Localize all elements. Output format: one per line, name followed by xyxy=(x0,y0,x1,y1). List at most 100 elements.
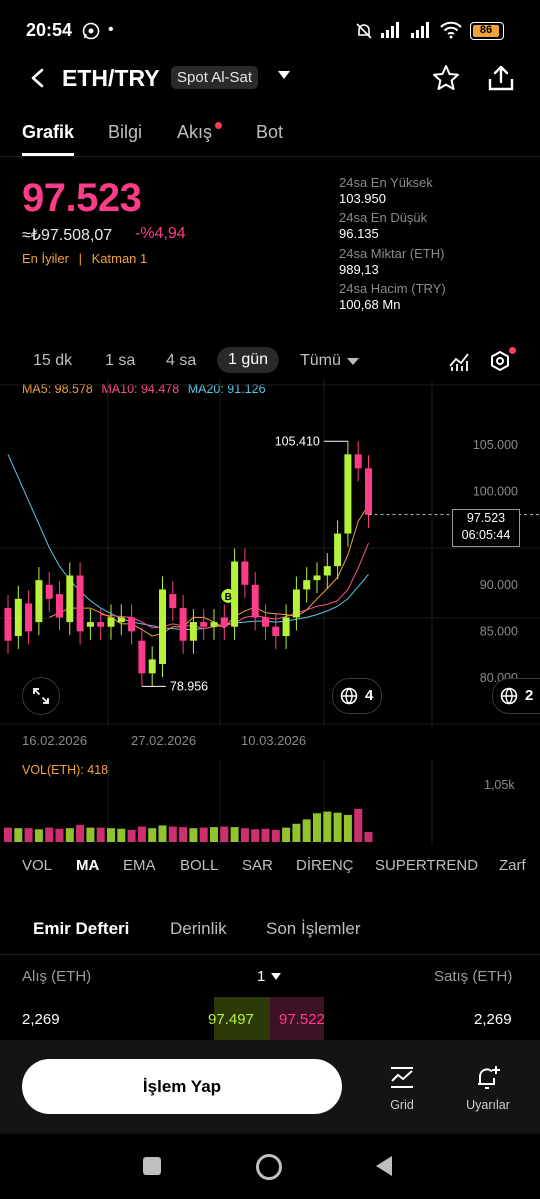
bid-qty[interactable]: 2,269 xyxy=(22,1011,60,1028)
candle-body xyxy=(313,575,321,581)
candle-body xyxy=(344,454,352,534)
tab-derinlik[interactable]: Derinlik xyxy=(170,919,227,938)
volume-bar xyxy=(179,827,188,842)
stat-low-label: 24sa En Düşük xyxy=(339,210,428,225)
ask-header: Satış (ETH) xyxy=(434,968,513,985)
battery-icon: 86 xyxy=(470,22,504,40)
candle-body xyxy=(241,561,249,585)
whatsapp-icon xyxy=(82,22,100,40)
stat-high-label: 24sa En Yüksek xyxy=(339,175,433,190)
settings-hexagon-icon[interactable] xyxy=(489,350,511,372)
recents-icon[interactable] xyxy=(143,1157,161,1175)
ticker-tags: En İyiler | Katman 1 xyxy=(22,251,147,266)
ask-qty[interactable]: 2,269 xyxy=(474,1011,512,1028)
indicator-ma[interactable]: MA xyxy=(76,857,100,874)
indicator-zarf[interactable]: Zarf xyxy=(499,857,526,874)
tab-emir-defteri[interactable]: Emir Defteri xyxy=(33,919,130,938)
candles xyxy=(4,441,372,687)
tab-bilgi[interactable]: Bilgi xyxy=(108,122,143,142)
volume-bar xyxy=(210,827,218,842)
pair-title[interactable]: ETH/TRY xyxy=(62,65,160,91)
candle-body xyxy=(189,622,197,641)
candle-body xyxy=(179,608,187,641)
interval-bar: 15 dk 1 sa 4 sa 1 gün Tümü xyxy=(0,342,540,380)
grid-button[interactable]: Grid xyxy=(382,1064,422,1114)
expand-icon xyxy=(33,688,49,704)
indicator-supertrend[interactable]: SUPERTREND xyxy=(375,857,479,874)
precision-caret-icon[interactable] xyxy=(271,973,281,981)
volume-bar xyxy=(158,825,167,842)
grid-label: Grid xyxy=(390,1098,414,1112)
android-nav-bar xyxy=(0,1134,540,1199)
globe-icon xyxy=(340,687,358,705)
volume-tick: 1,05k xyxy=(484,778,515,792)
caret-down-icon[interactable] xyxy=(278,71,290,81)
indicator-vol[interactable]: VOL xyxy=(22,857,53,874)
y-tick-label: 105.000 xyxy=(473,438,518,452)
interval-4h[interactable]: 4 sa xyxy=(166,352,197,369)
annotation-badge-1[interactable]: 4 xyxy=(332,678,382,714)
volume-bar xyxy=(45,827,54,842)
share-icon[interactable] xyxy=(487,64,515,92)
tab-akis[interactable]: Akış xyxy=(177,122,213,142)
change-percent: -%4,94 xyxy=(135,225,186,242)
tab-bot[interactable]: Bot xyxy=(256,122,284,142)
fullscreen-button[interactable] xyxy=(22,677,60,715)
alerts-button[interactable]: Uyarılar xyxy=(460,1064,516,1114)
volume-bar xyxy=(65,828,74,842)
volume-chart xyxy=(4,760,433,845)
tag-katman[interactable]: Katman 1 xyxy=(91,251,148,266)
back-arrow-icon[interactable] xyxy=(28,68,48,88)
indicator-sar[interactable]: SAR xyxy=(242,857,273,874)
back-nav-icon[interactable] xyxy=(374,1155,394,1177)
annotation-count-1: 4 xyxy=(365,687,374,704)
candle-body xyxy=(45,584,53,599)
stat-qty-value: 989,13 xyxy=(339,262,379,277)
battery-level: 86 xyxy=(479,24,493,36)
high-annotation: 105.410 xyxy=(275,434,320,448)
volume-bar xyxy=(343,814,352,842)
market-type-badge[interactable]: Spot Al-Sat xyxy=(171,66,259,89)
current-price-label: 97.523 xyxy=(466,511,506,525)
y-tick-label: 85.000 xyxy=(480,624,518,638)
signal-icon-1 xyxy=(381,22,399,38)
ask-price[interactable]: 97.522 xyxy=(279,1011,325,1028)
status-time: 20:54 xyxy=(26,20,73,40)
signal-icon-2 xyxy=(411,22,429,38)
bid-price[interactable]: 97.497 xyxy=(208,1011,254,1028)
star-icon[interactable] xyxy=(432,64,460,92)
precision-select[interactable]: 1 xyxy=(257,968,266,985)
annotation-badge-2[interactable]: 2 xyxy=(492,678,540,714)
candle-body xyxy=(365,468,372,515)
indicator-direnc[interactable]: DİRENÇ xyxy=(296,857,354,874)
volume-bar xyxy=(96,827,105,842)
candle-body xyxy=(262,617,269,627)
indicator-ema[interactable]: EMA xyxy=(123,857,156,874)
tab-grafik[interactable]: Grafik xyxy=(22,122,75,142)
indicator-chart-icon[interactable] xyxy=(448,350,470,372)
interval-caret-icon[interactable] xyxy=(347,358,359,366)
candle-body xyxy=(117,617,125,623)
candle-countdown: 06:05:44 xyxy=(461,528,511,542)
home-icon[interactable] xyxy=(256,1154,282,1180)
tab-akis-dot xyxy=(215,122,222,129)
x-label-1: 16.02.2026 xyxy=(22,733,88,748)
tab-son-islemler[interactable]: Son İşlemler xyxy=(266,919,361,938)
interval-15m[interactable]: 15 dk xyxy=(33,352,73,369)
trade-button[interactable]: İşlem Yap xyxy=(22,1059,342,1114)
approx-value: ≈₺97.508,07 xyxy=(22,227,113,244)
indicator-boll[interactable]: BOLL xyxy=(180,857,219,874)
candle-body xyxy=(66,575,74,623)
x-label-3: 10.03.2026 xyxy=(241,733,307,748)
interval-1h[interactable]: 1 sa xyxy=(105,352,136,369)
grid-bot-icon xyxy=(391,1067,413,1088)
stat-qty-label: 24sa Miktar (ETH) xyxy=(339,246,445,261)
candle-body xyxy=(35,580,43,623)
candle-body xyxy=(4,608,12,641)
tag-en-iyiler[interactable]: En İyiler xyxy=(22,251,69,266)
interval-1d[interactable]: 1 gün xyxy=(217,347,280,373)
interval-all[interactable]: Tümü xyxy=(300,352,341,369)
candle-body xyxy=(220,617,228,627)
